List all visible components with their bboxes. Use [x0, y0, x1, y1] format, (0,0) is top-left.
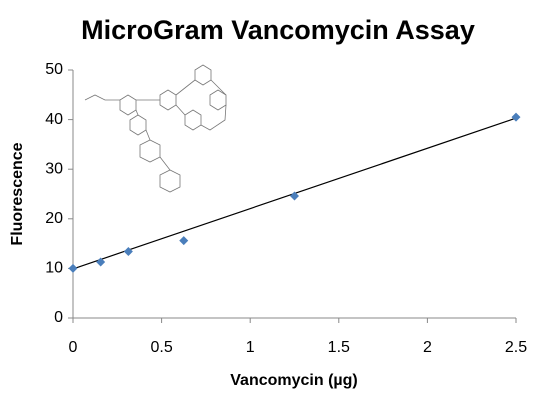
data-point — [123, 247, 133, 257]
x-tick-label: 2 — [423, 339, 432, 356]
x-tick-label: 0 — [69, 339, 78, 356]
data-point — [179, 236, 189, 246]
x-tick-label: 1.5 — [328, 339, 350, 356]
x-tick-label: 0.5 — [150, 339, 172, 356]
data-point — [511, 112, 521, 122]
x-tick-label: 2.5 — [505, 339, 527, 356]
data-point — [68, 263, 78, 273]
x-axis-label: Vancomycin (µg) — [230, 372, 357, 389]
molecule-structure — [84, 64, 227, 193]
chart-title: MicroGram Vancomycin Assay — [81, 15, 475, 45]
y-tick-label: 30 — [45, 160, 63, 177]
y-tick-label: 50 — [45, 61, 63, 78]
data-point — [290, 191, 299, 201]
y-tick-label: 20 — [45, 210, 63, 227]
y-tick-label: 40 — [45, 111, 63, 128]
y-axis-label: Fluorescence — [9, 142, 26, 245]
y-tick-label: 0 — [54, 309, 63, 326]
y-tick-label: 10 — [45, 260, 63, 277]
x-tick-label: 1 — [246, 339, 255, 356]
data-point — [96, 257, 106, 267]
